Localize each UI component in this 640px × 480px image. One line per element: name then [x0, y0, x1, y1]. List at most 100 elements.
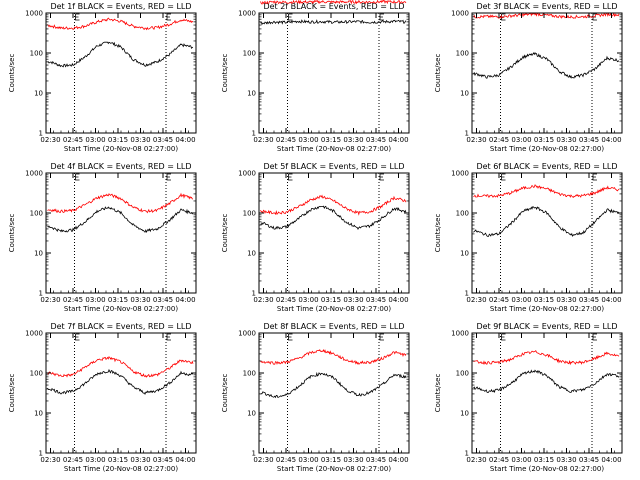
y-tick-label: 1 [39, 450, 43, 458]
y-tick-label: 1 [252, 450, 256, 458]
chart-panel-6: Det 6f BLACK = Events, RED = LLD 1 10 100 10… [426, 160, 639, 320]
series-line-lld [473, 350, 620, 366]
y-tick-label: 100 [243, 210, 256, 218]
chart-svg-1: Det 1f BLACK = Events, RED = LLD 1 10 100 10… [8, 2, 197, 153]
y-tick-label: 10 [34, 90, 43, 98]
x-tick-label: 03:15 [108, 456, 128, 464]
start-marker-glyph [501, 333, 506, 341]
y-tick-label: 100 [456, 370, 469, 378]
y-tick-label: 1 [465, 290, 469, 298]
x-tick-label: 03:00 [85, 296, 105, 304]
x-axis-label: Start Time (20-Nov-08 02:27:00) [64, 305, 178, 313]
chart-panel-1: Det 1f BLACK = Events, RED = LLD 1 10 100 10… [0, 0, 213, 160]
y-tick-label: 10 [247, 410, 256, 418]
x-tick-label: 02:30 [40, 296, 60, 304]
end-marker-glyph [592, 173, 597, 181]
y-tick-label: 100 [30, 50, 43, 58]
x-tick-label: 03:00 [298, 136, 318, 144]
x-tick-label: 03:45 [366, 136, 386, 144]
x-tick-label: 03:30 [130, 456, 150, 464]
x-tick-label: 02:30 [40, 456, 60, 464]
y-tick-label: 10 [247, 250, 256, 258]
series-line-lld [47, 17, 194, 31]
chart-title: Det 7f BLACK = Events, RED = LLD [50, 322, 191, 331]
y-tick-label: 10 [460, 250, 469, 258]
chart-panel-7: Det 7f BLACK = Events, RED = LLD 1 10 100 10… [0, 320, 213, 480]
x-tick-label: 04:00 [175, 296, 195, 304]
x-tick-label: 03:00 [298, 296, 318, 304]
series-line-events [260, 19, 407, 26]
y-tick-label: 100 [243, 50, 256, 58]
x-tick-label: 03:30 [556, 456, 576, 464]
x-tick-label: 02:30 [466, 296, 486, 304]
y-axis-label: Counts/sec [8, 374, 16, 413]
x-axis-label: Start Time (20-Nov-08 02:27:00) [64, 145, 178, 153]
plot-frame [258, 172, 410, 294]
plot-frame [45, 172, 197, 294]
start-marker-glyph [75, 333, 80, 341]
x-tick-label: 02:45 [276, 136, 296, 144]
x-tick-label: 04:00 [388, 136, 408, 144]
series-line-lld [260, 194, 407, 216]
end-marker-glyph [379, 13, 384, 21]
x-tick-label: 02:45 [489, 456, 509, 464]
chart-panel-5: Det 5f BLACK = Events, RED = LLD 1 10 100 10… [213, 160, 426, 320]
chart-panel-9: Det 9f BLACK = Events, RED = LLD 1 10 100 10… [426, 320, 639, 480]
x-axis-label: Start Time (20-Nov-08 02:27:00) [277, 145, 391, 153]
y-tick-label: 10 [34, 250, 43, 258]
chart-svg-5: Det 5f BLACK = Events, RED = LLD 1 10 100 10… [221, 162, 410, 313]
y-tick-label: 1 [39, 290, 43, 298]
chart-svg-9: Det 9f BLACK = Events, RED = LLD 1 10 100 10… [434, 322, 623, 473]
x-tick-label: 04:00 [601, 296, 621, 304]
chart-svg-2: Det 2f BLACK = Events, RED = LLD 1 10 100 10… [221, 0, 410, 153]
plot-frame [471, 332, 623, 454]
x-tick-label: 02:45 [63, 456, 83, 464]
x-tick-label: 03:45 [366, 456, 386, 464]
x-tick-label: 02:45 [489, 136, 509, 144]
series-line-lld [260, 0, 407, 5]
x-axis-label: Start Time (20-Nov-08 02:27:00) [490, 305, 604, 313]
x-tick-label: 03:30 [343, 456, 363, 464]
y-tick-label: 100 [30, 370, 43, 378]
series-line-lld [260, 349, 407, 365]
y-tick-label: 1000 [238, 10, 256, 18]
x-tick-label: 03:30 [556, 136, 576, 144]
series-line-events [473, 369, 620, 394]
chart-panel-2: Det 2f BLACK = Events, RED = LLD 1 10 100 10… [213, 0, 426, 160]
y-tick-label: 10 [460, 90, 469, 98]
y-tick-label: 1000 [238, 170, 256, 178]
chart-svg-7: Det 7f BLACK = Events, RED = LLD 1 10 100 10… [8, 322, 197, 473]
start-marker-glyph [75, 173, 80, 181]
chart-title: Det 8f BLACK = Events, RED = LLD [263, 322, 404, 331]
end-marker-glyph [166, 333, 171, 341]
series-line-events [260, 371, 407, 399]
x-tick-label: 02:45 [63, 136, 83, 144]
x-tick-label: 04:00 [388, 296, 408, 304]
x-axis-label: Start Time (20-Nov-08 02:27:00) [277, 465, 391, 473]
end-marker-glyph [166, 173, 171, 181]
x-tick-label: 03:45 [153, 456, 173, 464]
y-axis-label: Counts/sec [434, 214, 442, 253]
x-tick-label: 02:45 [489, 296, 509, 304]
x-tick-label: 04:00 [601, 456, 621, 464]
y-axis-label: Counts/sec [8, 54, 16, 93]
x-tick-label: 03:30 [343, 136, 363, 144]
x-tick-label: 03:30 [343, 296, 363, 304]
x-tick-label: 03:45 [579, 296, 599, 304]
y-axis-label: Counts/sec [221, 214, 229, 253]
x-tick-label: 02:30 [253, 296, 273, 304]
x-axis-label: Start Time (20-Nov-08 02:27:00) [490, 145, 604, 153]
chart-panel-8: Det 8f BLACK = Events, RED = LLD 1 10 100 10… [213, 320, 426, 480]
y-axis-label: Counts/sec [8, 214, 16, 253]
x-tick-label: 04:00 [388, 456, 408, 464]
y-tick-label: 100 [456, 50, 469, 58]
x-tick-label: 03:15 [321, 296, 341, 304]
x-tick-label: 02:45 [63, 296, 83, 304]
start-marker-glyph [288, 13, 293, 21]
chart-title: Det 3f BLACK = Events, RED = LLD [476, 2, 617, 11]
y-axis-label: Counts/sec [434, 54, 442, 93]
x-tick-label: 03:45 [153, 296, 173, 304]
end-marker-glyph [592, 333, 597, 341]
chart-title: Det 5f BLACK = Events, RED = LLD [263, 162, 404, 171]
plot-frame [45, 332, 197, 454]
